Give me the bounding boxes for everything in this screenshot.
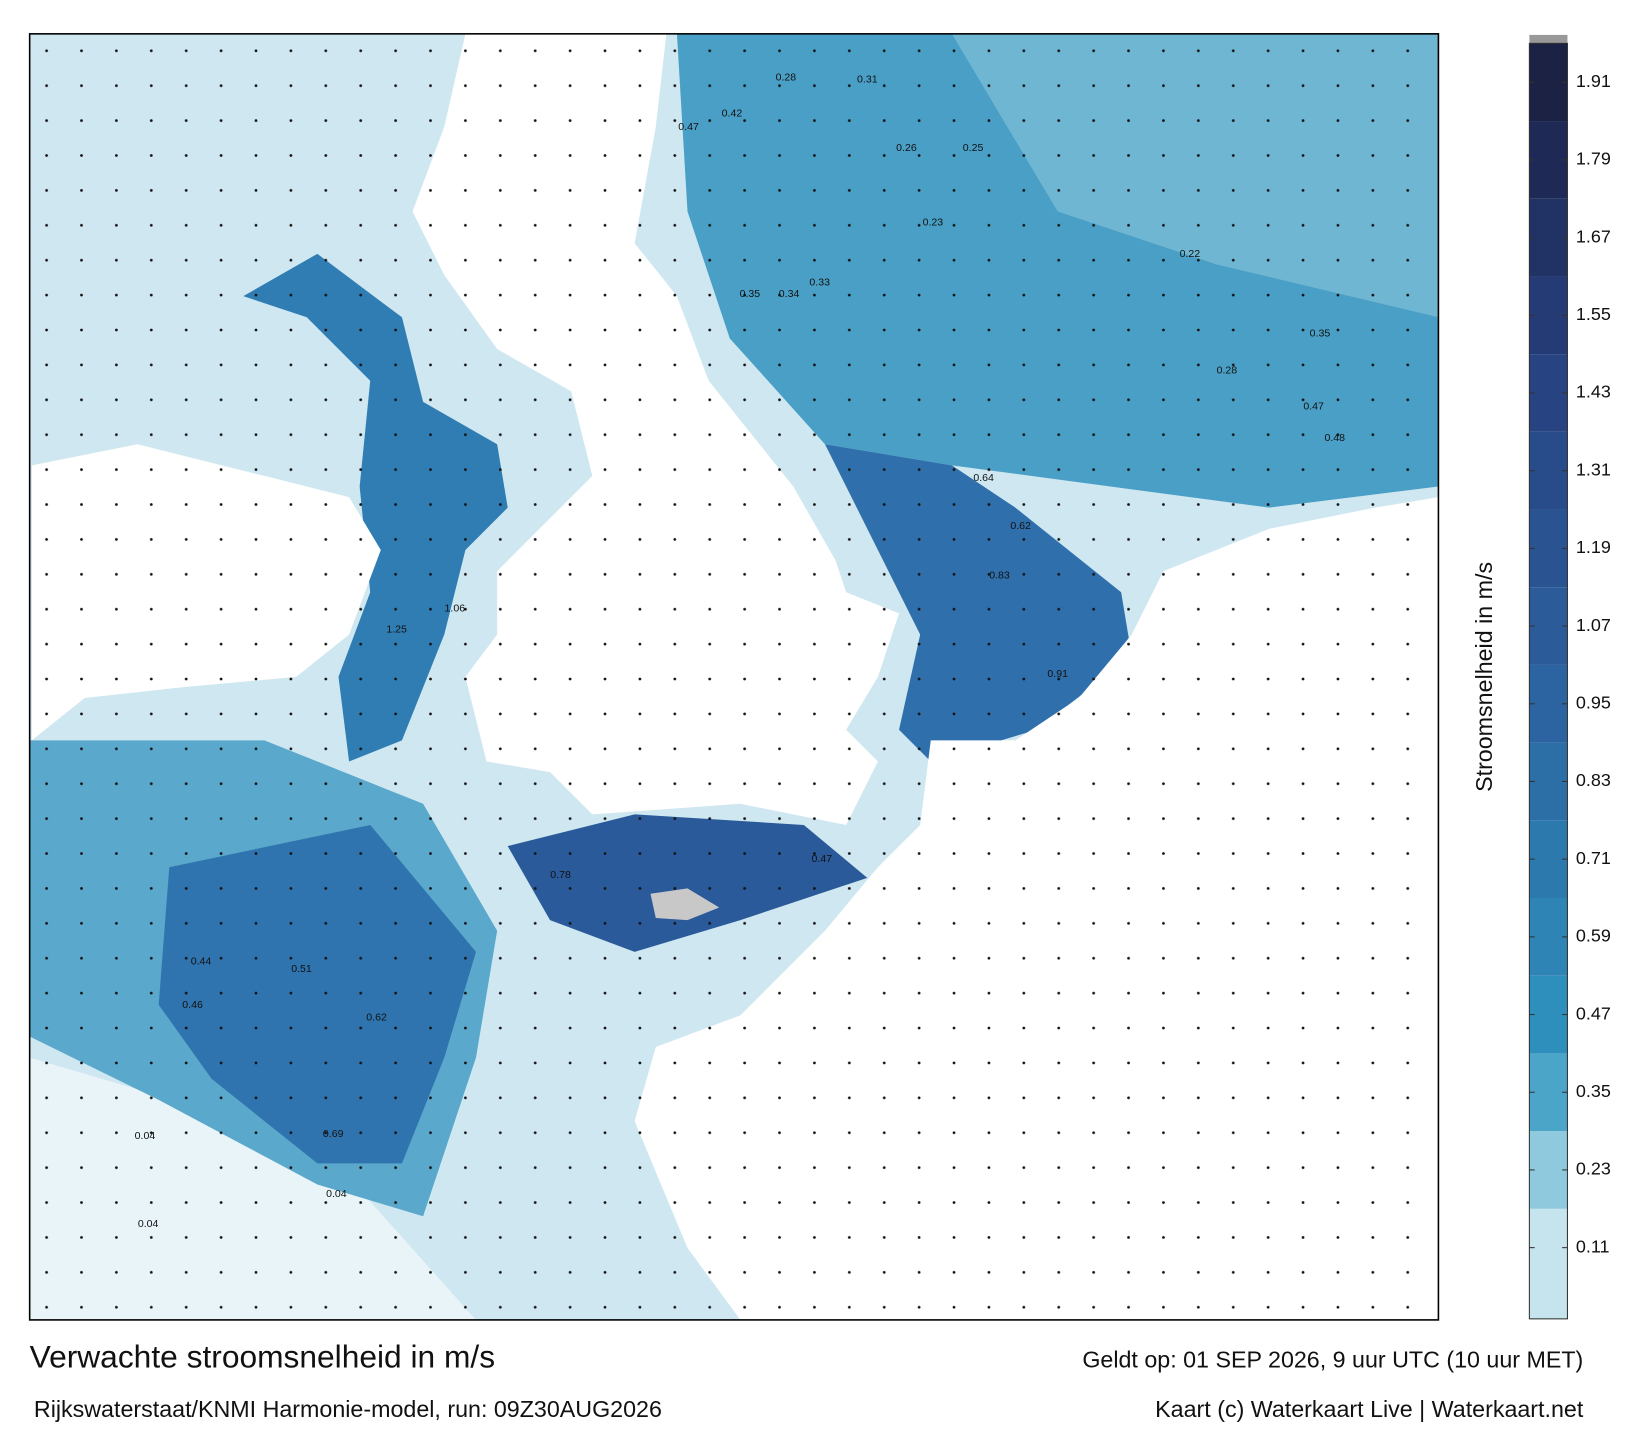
speed-label: 0.04: [326, 1188, 347, 1200]
colorbar-tick-label: 1.67: [1576, 226, 1611, 246]
colorbar-band: [1529, 1053, 1568, 1132]
speed-label: 0.83: [989, 570, 1010, 582]
colorbar-band: [1529, 820, 1568, 899]
colorbar-tick-label: 0.95: [1576, 693, 1611, 713]
map: [29, 33, 1439, 1320]
speed-label: 0.28: [1217, 364, 1238, 376]
colorbar-label: Stroomsnelheid in m/s: [1471, 562, 1497, 792]
colorbar-band: [1529, 121, 1568, 199]
colorbar-tick-label: 0.47: [1576, 1003, 1611, 1023]
speed-label: 0.26: [896, 142, 917, 154]
colorbar-band: [1529, 43, 1568, 122]
speed-label: 0.28: [776, 71, 797, 83]
speed-label: 0.47: [1303, 400, 1324, 412]
colorbar-tick-label: 0.59: [1576, 926, 1611, 946]
colorbar-band: [1529, 276, 1568, 355]
subtitle: Rijkswaterstaat/KNMI Harmonie-model, run…: [34, 1396, 662, 1422]
colorbar-band: [1529, 198, 1568, 277]
speed-label: 1.06: [445, 602, 466, 614]
colorbar-band: [1529, 898, 1568, 976]
speed-label: 0.48: [1324, 432, 1345, 444]
colorbar-tick-label: 0.11: [1576, 1236, 1610, 1256]
speed-label: 0.78: [550, 869, 571, 881]
colorbar-tick-label: 0.23: [1576, 1159, 1611, 1179]
colorbar-band: [1529, 1131, 1568, 1209]
speed-label: 0.62: [1010, 520, 1031, 532]
speed-label: 0.23: [923, 216, 944, 228]
colorbar-band: [1529, 1208, 1568, 1319]
colorbar-band: [1529, 354, 1568, 432]
colorbar-tick-label: 1.43: [1576, 382, 1611, 402]
colorbar-band: [1529, 664, 1568, 743]
speed-label: 0.44: [191, 956, 212, 968]
colorbar-tick-label: 1.79: [1576, 149, 1611, 169]
colorbar-tick-label: 0.35: [1576, 1081, 1611, 1101]
map-frame: [28, 33, 1440, 1321]
colorbar-tick-label: 1.31: [1576, 459, 1611, 479]
colorbar-band: [1529, 431, 1568, 510]
speed-label: 1.25: [386, 623, 407, 635]
colorbar-tick-label: 1.19: [1576, 537, 1611, 557]
colorbar-tick-label: 1.91: [1576, 71, 1611, 91]
speed-label: 0.47: [812, 853, 833, 865]
speed-label: 0.04: [135, 1130, 156, 1142]
colorbar-tick-label: 1.55: [1576, 304, 1611, 324]
speed-label: 0.51: [291, 963, 312, 975]
colorbar-tick-label: 0.83: [1576, 770, 1611, 790]
colorbar-cap: [1529, 34, 1568, 44]
speed-label: 0.35: [1310, 327, 1331, 339]
colorbar-band: [1529, 975, 1568, 1054]
credit: Kaart (c) Waterkaart Live | Waterkaart.n…: [1155, 1396, 1584, 1422]
speed-label: 0.62: [366, 1012, 387, 1024]
colorbar-frame: [1528, 42, 1568, 1320]
speed-label: 0.91: [1047, 668, 1068, 680]
speed-label: 0.34: [779, 288, 800, 300]
speed-label: 0.31: [857, 73, 878, 85]
valid-time: Geldt op: 01 SEP 2026, 9 uur UTC (10 uur…: [1082, 1347, 1583, 1373]
colorbar-band: [1529, 509, 1568, 588]
speed-label: 0.22: [1180, 248, 1201, 260]
colorbar-tick-label: 1.07: [1576, 615, 1611, 635]
colorbar: 0.11 0.23 0.35 0.47 0.59 0.71 0.83 0.95 1.07 1.19…: [1528, 34, 1611, 1320]
speed-label: 0.47: [678, 121, 699, 133]
speed-label: 0.25: [963, 142, 984, 154]
speed-label: 0.64: [973, 472, 994, 484]
speed-label: 0.46: [182, 999, 203, 1011]
speed-label: 0.35: [740, 288, 761, 300]
speed-label: 0.69: [323, 1128, 344, 1140]
title: Verwachte stroomsnelheid in m/s: [30, 1339, 495, 1375]
colorbar-band: [1529, 587, 1568, 665]
speed-label: 0.04: [138, 1218, 159, 1230]
colorbar-band: [1529, 742, 1568, 821]
vector-grid: [29, 33, 1439, 1320]
speed-label: 0.42: [722, 107, 743, 119]
speed-labels: 0.47 0.42 0.28 0.31 0.26 0.25 0.23 0.35 0.34 0.33…: [135, 71, 1346, 1229]
colorbar-tick-label: 0.71: [1576, 848, 1611, 868]
speed-label: 0.33: [809, 277, 830, 289]
